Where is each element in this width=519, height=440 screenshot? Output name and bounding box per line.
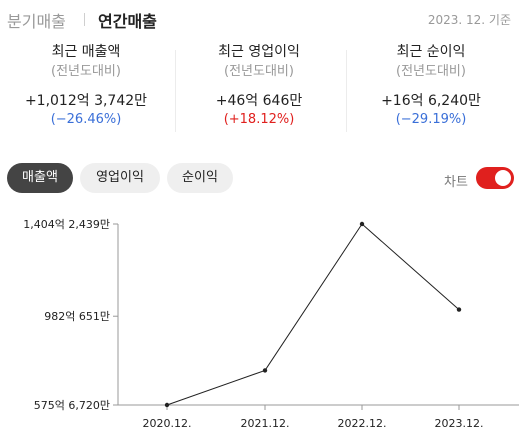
x-tick-label: 2021.12. bbox=[241, 417, 290, 430]
metric-value: +1,012억 3,742만 bbox=[24, 93, 148, 109]
metric-value: +16억 6,240만 bbox=[381, 93, 481, 109]
x-tick-label: 2022.12. bbox=[338, 417, 387, 430]
series-revenue bbox=[164, 221, 462, 408]
metric-revenue: 최근 매출액 (전년도대비) +1,012억 3,742만 (−26.46%) bbox=[0, 42, 172, 129]
y-tick-label: 982억 651만 bbox=[44, 310, 110, 323]
data-point[interactable] bbox=[359, 221, 365, 227]
chart-toggle-label: 차트 bbox=[444, 175, 468, 190]
chart-toggle[interactable] bbox=[476, 167, 514, 189]
y-tick-label: 1,404억 2,439만 bbox=[23, 218, 110, 231]
x-axis: 2020.12. 2021.12. 2022.12. 2023.12. bbox=[118, 404, 519, 430]
tab-quarterly-revenue[interactable]: 분기매출 bbox=[7, 12, 66, 31]
x-tick-label: 2020.12. bbox=[143, 417, 192, 430]
metric-sub: (전년도대비) bbox=[51, 64, 121, 79]
tab-divider bbox=[84, 13, 85, 26]
pill-net-income[interactable]: 순이익 bbox=[167, 163, 233, 193]
toggle-knob bbox=[495, 170, 511, 186]
metric-change: (−26.46%) bbox=[50, 112, 122, 127]
data-point[interactable] bbox=[456, 307, 462, 312]
y-tick-label: 575억 6,720만 bbox=[34, 399, 110, 412]
summary-metrics: 최근 매출액 (전년도대비) +1,012억 3,742만 (−26.46%) … bbox=[0, 42, 519, 142]
metric-label: 최근 매출액 bbox=[51, 44, 121, 60]
tab-annual-revenue[interactable]: 연간매출 bbox=[98, 12, 157, 31]
pill-revenue[interactable]: 매출액 bbox=[7, 163, 73, 193]
metric-label: 최근 순이익 bbox=[396, 44, 466, 60]
data-point[interactable] bbox=[164, 402, 170, 408]
x-tick-label: 2023.12. bbox=[435, 417, 484, 430]
metric-value: +46억 646만 bbox=[215, 93, 303, 109]
metric-label: 최근 영업이익 bbox=[218, 44, 300, 60]
top-bar: 분기매출 연간매출 2023. 12. 기준 bbox=[0, 0, 519, 38]
series-line bbox=[166, 223, 460, 406]
metric-sub: (전년도대비) bbox=[396, 64, 466, 79]
as-of-date: 2023. 12. 기준 bbox=[427, 13, 511, 27]
metric-divider bbox=[346, 50, 347, 132]
data-point[interactable] bbox=[262, 368, 268, 373]
metric-sub: (전년도대비) bbox=[224, 64, 294, 79]
pill-operating-income[interactable]: 영업이익 bbox=[80, 163, 160, 193]
metric-operating-income: 최근 영업이익 (전년도대비) +46억 646만 (+18.12%) bbox=[173, 42, 345, 129]
metric-divider bbox=[175, 50, 176, 132]
metric-change: (+18.12%) bbox=[223, 112, 295, 127]
metric-net-income: 최근 순이익 (전년도대비) +16억 6,240만 (−29.19%) bbox=[345, 42, 517, 129]
metric-change: (−29.19%) bbox=[395, 112, 467, 127]
revenue-line-chart: 1,404억 2,439만 982억 651만 575억 6,720만 2020.1… bbox=[23, 218, 519, 430]
y-axis: 1,404억 2,439만 982억 651만 575억 6,720만 bbox=[23, 218, 119, 412]
